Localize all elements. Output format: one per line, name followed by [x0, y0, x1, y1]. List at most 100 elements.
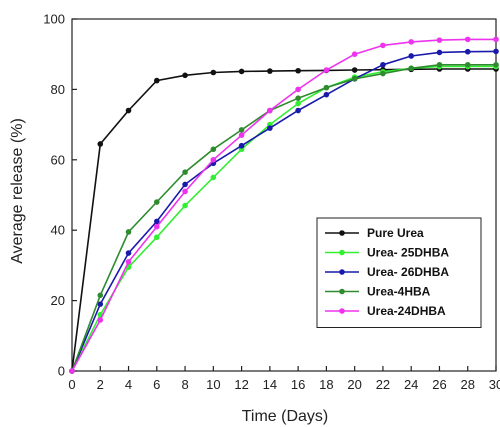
data-point: [295, 100, 301, 107]
data-point: [154, 234, 160, 241]
legend-label: Urea-24DHBA: [367, 304, 446, 318]
x-tick-label: 2: [97, 377, 104, 392]
x-tick-label: 30: [489, 377, 500, 392]
data-point: [380, 70, 386, 77]
data-point: [267, 68, 273, 74]
data-point: [238, 132, 245, 138]
x-axis-title: Time (Days): [242, 408, 329, 425]
series-0: [69, 66, 499, 374]
data-point: [436, 61, 443, 68]
plot-frame: [71, 18, 497, 372]
legend-label: Urea- 26DHBA: [367, 265, 449, 279]
data-point: [493, 48, 499, 55]
data-point: [210, 157, 217, 163]
x-tick-label: 18: [319, 377, 333, 392]
legend-item: Urea-24DHBA: [325, 304, 446, 318]
x-tick-label: 6: [153, 377, 160, 392]
data-point: [238, 68, 245, 75]
data-point: [351, 76, 358, 82]
data-point: [238, 142, 245, 149]
data-point: [295, 86, 301, 93]
series-4: [69, 36, 499, 374]
data-point: [154, 199, 160, 205]
legend-marker: [339, 288, 345, 295]
y-tick-label: 100: [43, 12, 65, 27]
data-point: [97, 301, 104, 307]
series-3: [69, 61, 499, 374]
data-point: [267, 125, 273, 131]
data-point: [493, 36, 499, 43]
y-tick-label: 40: [51, 223, 65, 238]
data-point: [125, 229, 132, 235]
x-tick-label: 14: [263, 377, 277, 392]
data-point: [295, 95, 301, 101]
legend-marker: [339, 269, 345, 275]
data-point: [464, 48, 471, 55]
y-tick-label: 60: [51, 152, 65, 167]
data-point: [380, 42, 386, 49]
data-point: [323, 91, 330, 98]
y-axis-title: Average release (%): [9, 118, 26, 264]
data-point: [493, 61, 499, 68]
data-point: [97, 292, 104, 299]
data-point: [436, 49, 443, 56]
data-point: [295, 67, 301, 74]
x-tick-label: 0: [68, 377, 75, 392]
x-tick-label: 24: [404, 377, 418, 392]
data-point: [182, 72, 188, 79]
data-point: [210, 174, 217, 181]
data-point: [125, 259, 132, 265]
series-line: [71, 38, 496, 372]
data-point: [323, 67, 330, 73]
data-point: [154, 77, 160, 84]
data-point: [182, 202, 188, 209]
legend-label: Urea- 25DHBA: [367, 246, 449, 260]
legend: Pure Urea Urea- 25DHBA Urea- 26DHBA Urea-4H…: [316, 217, 482, 328]
legend-marker: [339, 230, 345, 236]
data-point: [351, 51, 358, 57]
y-tick-label: 0: [58, 364, 65, 379]
y-tick-label: 80: [51, 82, 65, 97]
data-point: [154, 223, 160, 230]
series-line: [71, 64, 496, 372]
data-point: [295, 107, 301, 114]
x-axis: 0 2 4 6 8 10 12 14 16 18 20 22 24 26 28 30: [68, 366, 500, 392]
data-point: [154, 218, 160, 225]
data-point: [97, 141, 104, 147]
data-point: [210, 146, 217, 153]
x-tick-label: 16: [291, 377, 305, 392]
data-point: [380, 61, 386, 68]
x-tick-label: 8: [181, 377, 188, 392]
x-tick-label: 26: [432, 377, 446, 392]
legend-label: Urea-4HBA: [367, 285, 431, 299]
data-point: [408, 39, 415, 45]
series-line: [71, 68, 496, 372]
data-point: [436, 37, 443, 43]
y-axis: 0 20 40 60 80 100: [43, 12, 77, 379]
data-point: [69, 368, 75, 374]
legend-item: Urea- 26DHBA: [325, 265, 449, 279]
data-point: [408, 53, 415, 59]
x-tick-label: 4: [125, 377, 132, 392]
x-tick-label: 12: [234, 377, 248, 392]
data-point: [267, 107, 273, 114]
data-point: [464, 61, 471, 68]
data-point: [182, 169, 188, 175]
legend-marker: [339, 308, 345, 314]
data-point: [238, 127, 245, 133]
data-point: [125, 107, 132, 114]
x-tick-label: 20: [347, 377, 361, 392]
x-tick-label: 10: [206, 377, 220, 392]
data-point: [182, 188, 188, 195]
series-layer: [69, 36, 499, 374]
data-point: [464, 36, 471, 43]
legend-item: Urea-4HBA: [325, 285, 431, 299]
series-line: [71, 50, 497, 372]
legend-item: Urea- 25DHBA: [325, 246, 449, 260]
x-tick-label: 22: [376, 377, 390, 392]
x-tick-label: 28: [460, 377, 474, 392]
series-2: [69, 48, 499, 374]
data-point: [408, 65, 415, 72]
series-line: [71, 65, 496, 372]
